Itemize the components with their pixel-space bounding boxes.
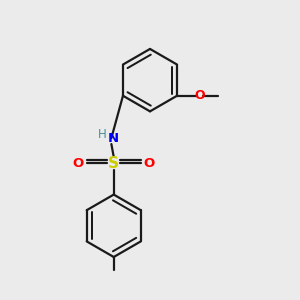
Text: H: H xyxy=(98,128,106,141)
Text: O: O xyxy=(194,89,205,102)
Text: N: N xyxy=(108,132,119,145)
Text: O: O xyxy=(144,157,155,170)
Text: S: S xyxy=(108,156,119,171)
Text: O: O xyxy=(72,157,84,170)
